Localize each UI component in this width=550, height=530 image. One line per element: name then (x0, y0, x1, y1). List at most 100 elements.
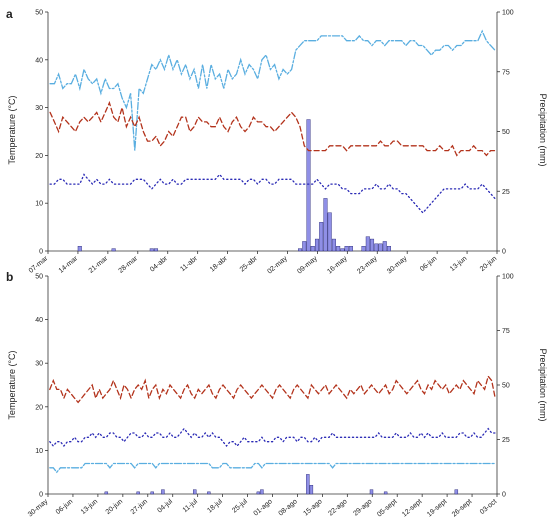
panel-a-precip-bar (298, 248, 303, 252)
panel-b-y-left-tick-label: 50 (35, 274, 43, 281)
panel-a-precip-bar (348, 246, 353, 252)
panel-b-label: b (6, 270, 13, 284)
panel-b-x-tick-label: 12-sept (401, 498, 423, 518)
panel-b-precip-bar (256, 491, 261, 495)
panel-a-y-left-tick-label: 40 (35, 57, 43, 64)
panel-a-x-tick-label: 11-abr (179, 255, 199, 273)
panel-a-x-tick-label: 04-abr (149, 255, 170, 274)
panel-b-precip-bar (161, 489, 165, 495)
panel-b-precip-bar (104, 491, 109, 495)
panel-a-precip-bar (370, 238, 375, 252)
panel-a-precip-bar (340, 248, 345, 252)
panel-a-precip-bar (365, 236, 370, 252)
panel-b-x-tick-label: 22-ago (327, 498, 348, 517)
panel-a-precip-bar (374, 243, 379, 252)
panel-a-x-tick-label: 14-mar (58, 255, 80, 275)
panel-b-precip-bar (454, 489, 459, 495)
panel-a-label: a (6, 7, 13, 21)
panel-b-y-right-tick-label: 0 (502, 492, 506, 499)
panel-a-precip-bar (314, 238, 319, 252)
panel-a-precip-bar (310, 246, 315, 252)
panel-b-precip-bar (193, 489, 197, 495)
panel-b-y-right-title: Precipitation (mm) (538, 348, 548, 421)
panel-b-y-left-tick-label: 20 (35, 404, 43, 411)
panel-a-x-tick-label: 23-may (356, 255, 379, 276)
panel-a: a Temperature (°C) Precipitation (mm) 0 1… (6, 7, 548, 276)
panel-a-precip-bar (336, 246, 341, 252)
panel-b-y-right-tick-label: 50 (502, 383, 510, 390)
panel-a-precip-bar (386, 246, 391, 252)
panel-b-precip-bar (150, 491, 154, 495)
panel-a-x-tick-label: 21-mar (88, 255, 110, 275)
panel-a-precip-bar (327, 212, 332, 252)
panel-b-x-tick-label: 26-sept (451, 498, 473, 518)
panel-a-precip-bar (323, 198, 328, 252)
panel-b-precip-bar (136, 491, 140, 495)
panel-b-y-right-tick-label: 100 (502, 274, 514, 281)
panel-a-y-left-title: Temperature (°C) (7, 95, 17, 164)
panel-a-x-tick-label: 02-may (266, 255, 289, 276)
panel-a-y-right-tick-label: 75 (502, 69, 510, 76)
panel-a-y-left-tick-label: 10 (35, 201, 43, 208)
panel-b-temp-line-dotted (49, 427, 496, 448)
panel-b-x-tick-label: 01-ago (253, 498, 274, 517)
panel-b-temp-line-dash-dot (49, 462, 496, 474)
panel-a-y-right-title: Precipitation (mm) (538, 93, 548, 166)
panel-b-y-left-tick-label: 0 (39, 492, 43, 499)
panel-b-plot: 0 10 20 30 40 50 0 25 50 75 100 30-may 06-jun 13-jun 2… (27, 274, 514, 519)
panel-a-x-tick-label: 16-may (326, 255, 349, 276)
panel-a-precip-bar (149, 248, 154, 252)
panel-b-x-tick-label: 20-jun (105, 498, 124, 516)
panel-a-x-tick-label: 18-abr (209, 255, 230, 274)
panel-a-x-tick-label: 09-may (296, 255, 319, 276)
panel-a-precip-bar (361, 246, 366, 252)
panel-a-y-right-tick-label: 50 (502, 129, 510, 136)
panel-a-y-left-tick-label: 50 (35, 10, 43, 17)
panel-b-y-right-tick-label: 75 (502, 328, 510, 335)
panel-b-x-tick-label: 25-jul (231, 498, 249, 515)
panel-a-temp-line-dash-dot (49, 29, 496, 151)
panel-a-precip-bar (382, 241, 387, 252)
panel-b-y-left-tick-label: 10 (35, 448, 43, 455)
panel-a-precip-bar (302, 241, 307, 252)
panel-b-precip-bar (383, 491, 388, 495)
panel-a-x-tick-label: 13-jun (449, 255, 468, 273)
panel-a-x-tick-label: 20-jun (479, 255, 498, 273)
panel-b-precip-bar (306, 474, 310, 495)
panel-b-y-left-tick-label: 30 (35, 361, 43, 368)
panel-b-x-tick-label: 11-jul (182, 498, 200, 514)
panel-b-x-tick-label: 18-jul (206, 498, 224, 515)
panel-b-y-left-title: Temperature (°C) (7, 350, 17, 419)
panel-b-precip-bar (369, 489, 374, 495)
panel-b-x-tick-label: 08-ago (278, 498, 299, 517)
panel-a-precip-bar (331, 238, 336, 252)
panel-b-x-tick-label: 15-ago (302, 498, 323, 517)
panel-a-precip-bar (319, 222, 324, 252)
panel-a-y-right-tick-label: 0 (502, 249, 506, 256)
panel-b-precip-bar (260, 489, 264, 495)
panel-b-x-tick-label: 13-jun (80, 498, 99, 516)
panel-a-plot: 0 10 20 30 40 50 0 25 50 75 100 07-mar 14-mar 21-mar 2… (28, 10, 514, 276)
panel-b: b Temperature (°C) Precipitation (mm) 01… (6, 270, 548, 519)
panel-b-x-tick-label: 29-ago (352, 498, 373, 517)
panel-a-x-tick-label: 28-mar (118, 255, 140, 275)
panel-a-x-tick-label: 07-mar (28, 255, 50, 275)
panel-b-precip-bar (309, 485, 314, 495)
panel-a-x-tick-label: 30-may (386, 255, 409, 276)
panel-a-temp-line-dashed (49, 100, 496, 157)
panel-b-y-right-tick-label: 25 (502, 437, 510, 444)
panel-b-x-tick-label: 19-sept (426, 498, 448, 518)
panel-b-precip-bar (207, 491, 211, 495)
panel-a-precip-bar (306, 119, 311, 252)
panel-a-x-tick-label: 06-jun (419, 255, 438, 273)
panel-b-temp-line-dashed (49, 374, 496, 404)
panel-a-y-left-tick-label: 0 (39, 249, 43, 256)
panel-a-precip-bar (77, 246, 82, 252)
panel-a-temp-line-dotted (49, 173, 496, 214)
panel-a-y-left-tick-label: 20 (35, 153, 43, 160)
panel-b-y-left-tick-label: 40 (35, 317, 43, 324)
panel-b-x-tick-label: 06-jun (55, 498, 74, 516)
panel-b-x-tick-label: 05-sept (376, 498, 398, 518)
panel-b-x-tick-label: 03-oct (479, 498, 498, 516)
